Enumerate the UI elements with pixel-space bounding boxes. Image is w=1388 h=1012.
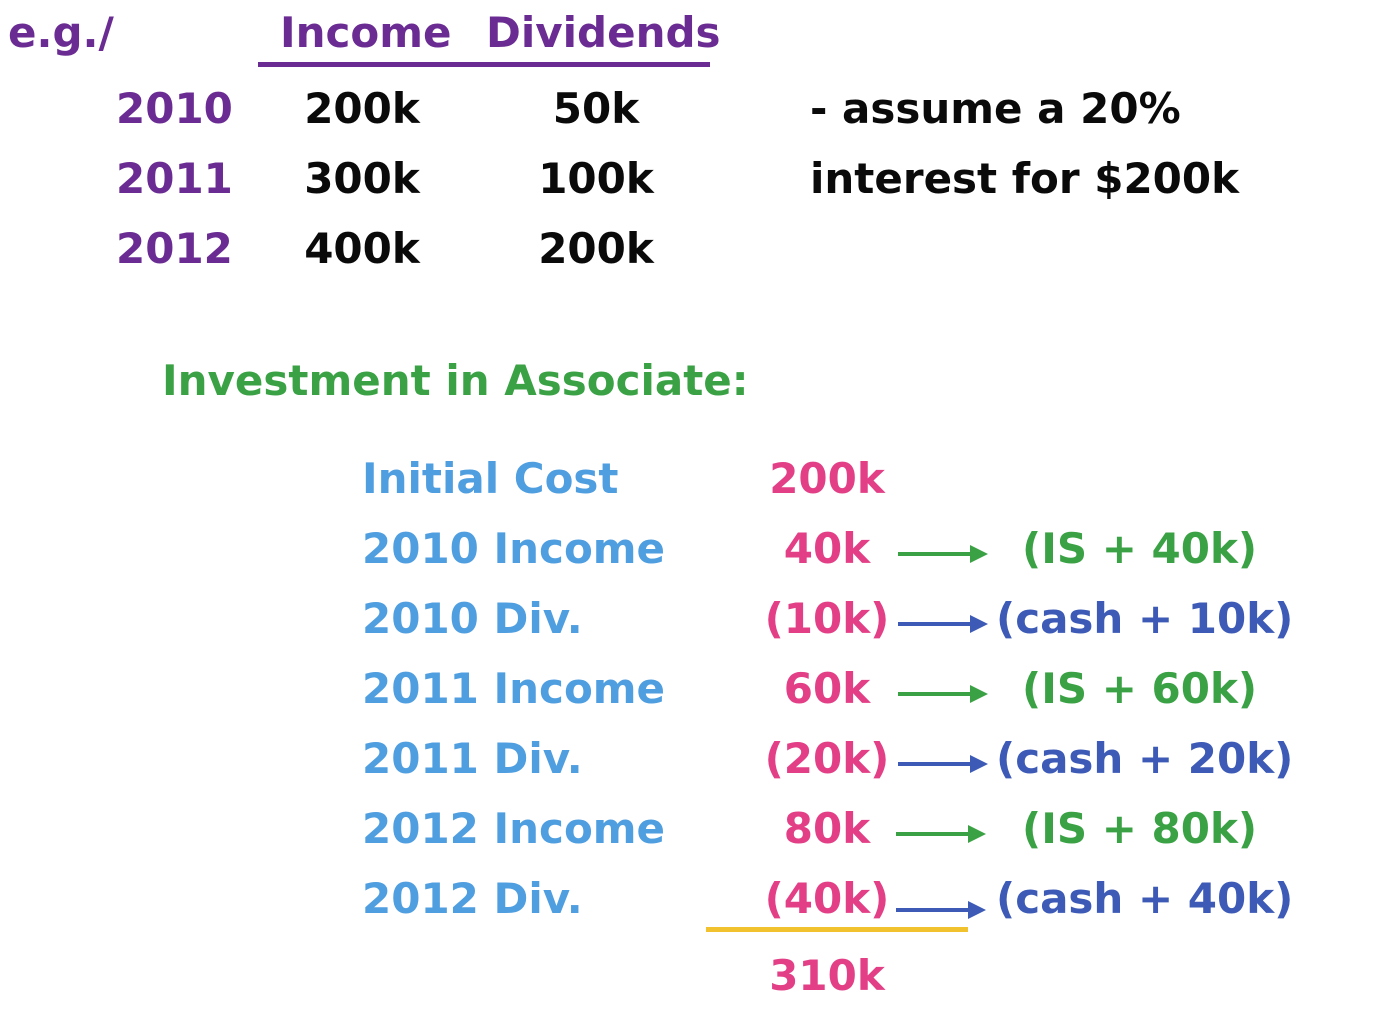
arrow-right-icon <box>898 685 988 703</box>
assumption-note-line2: interest for $200k <box>810 154 1240 203</box>
entry-label: 2010 Income <box>362 524 666 573</box>
assumption-note-line1: - assume a 20% <box>810 84 1181 133</box>
entry-amount: (10k) <box>764 594 890 643</box>
entry-amount: 200k <box>769 454 885 503</box>
header-income: Income <box>280 8 452 57</box>
example-year: 2011 <box>116 154 233 203</box>
arrow-right-icon <box>898 755 988 773</box>
entry-amount: (20k) <box>764 734 890 783</box>
arrow-right-icon <box>896 825 986 843</box>
example-dividends-value: 200k <box>538 224 654 273</box>
entry-effect: (cash + 40k) <box>996 874 1294 923</box>
entry-effect: (IS + 60k) <box>1022 664 1258 713</box>
header-dividends: Dividends <box>486 8 721 57</box>
entry-amount: 60k <box>783 664 871 713</box>
arrow-right-icon <box>896 901 986 919</box>
header-underline <box>258 62 710 67</box>
entry-label: 2012 Income <box>362 804 666 853</box>
total-amount: 310k <box>769 951 885 1000</box>
example-year: 2012 <box>116 224 233 273</box>
entry-effect: (cash + 20k) <box>996 734 1294 783</box>
example-income-value: 200k <box>304 84 420 133</box>
entry-amount: 40k <box>783 524 871 573</box>
entry-amount: 80k <box>783 804 871 853</box>
total-rule <box>706 927 968 932</box>
example-income-value: 400k <box>304 224 420 273</box>
entry-effect: (cash + 10k) <box>996 594 1294 643</box>
entry-effect: (IS + 80k) <box>1022 804 1258 853</box>
section-title: Investment in Associate: <box>162 356 749 405</box>
example-year: 2010 <box>116 84 233 133</box>
entry-label: Initial Cost <box>362 454 619 503</box>
arrow-right-icon <box>898 615 988 633</box>
example-dividends-value: 100k <box>538 154 654 203</box>
example-dividends-value: 50k <box>552 84 640 133</box>
example-income-value: 300k <box>304 154 420 203</box>
entry-label: 2011 Div. <box>362 734 583 783</box>
entry-label: 2012 Div. <box>362 874 583 923</box>
entry-effect: (IS + 40k) <box>1022 524 1258 573</box>
entry-label: 2011 Income <box>362 664 666 713</box>
example-prefix: e.g./ <box>8 8 114 57</box>
arrow-right-icon <box>898 545 988 563</box>
entry-amount: (40k) <box>764 874 890 923</box>
entry-label: 2010 Div. <box>362 594 583 643</box>
